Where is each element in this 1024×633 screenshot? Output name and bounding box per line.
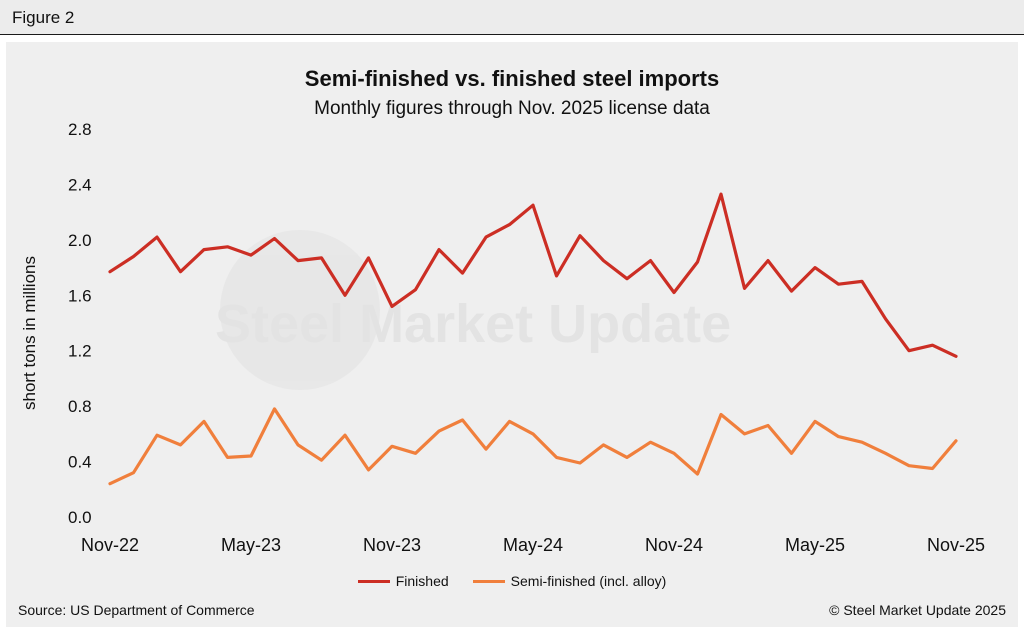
legend-item-semi-finished: Semi-finished (incl. alloy): [472, 573, 667, 589]
plot-area: [108, 192, 958, 486]
y-axis-label: short tons in millions: [20, 255, 39, 411]
y-tick-label: 2.0: [68, 231, 92, 250]
y-axis: 0.0 0.4 0.8 1.2 1.6 2.0 2.4 2.8: [68, 120, 92, 527]
y-tick-label: 1.6: [68, 286, 92, 305]
series-line-finished: [108, 192, 958, 358]
chart-subtitle: Monthly figures through Nov. 2025 licens…: [314, 98, 710, 119]
x-tick-label: Nov-22: [81, 535, 139, 555]
legend-swatch-semi-finished: [472, 579, 505, 583]
copyright-note: © Steel Market Update 2025: [829, 602, 1006, 618]
legend-label-finished: Finished: [395, 573, 449, 589]
y-tick-label: 2.8: [68, 120, 92, 139]
watermark: Steel Market Update: [215, 230, 731, 390]
y-tick-label: 2.4: [68, 175, 92, 194]
chart-title: Semi-finished vs. finished steel imports: [304, 66, 720, 91]
chart-panel: [6, 42, 1018, 627]
legend-item-finished: Finished: [357, 573, 449, 589]
x-axis: Nov-22 May-23 Nov-23 May-24 Nov-24 May-25 Nov-…: [81, 535, 985, 555]
legend: Finished Semi-finished (incl. alloy): [0, 573, 1024, 589]
x-tick-label: May-25: [785, 535, 845, 555]
legend-swatch-finished: [357, 579, 390, 583]
y-tick-label: 1.2: [68, 342, 92, 361]
series-line-semi-finished: [108, 407, 958, 486]
source-note: Source: US Department of Commerce: [18, 602, 255, 618]
x-tick-label: May-23: [221, 535, 281, 555]
y-tick-label: 0.4: [68, 453, 92, 472]
x-tick-label: Nov-25: [927, 535, 985, 555]
legend-label-semi-finished: Semi-finished (incl. alloy): [510, 573, 667, 589]
watermark-text: Steel Market Update: [215, 294, 731, 354]
figure-label: Figure 2: [12, 8, 75, 27]
y-tick-label: 0.8: [68, 397, 92, 416]
figure-header: Figure 2: [0, 0, 1024, 35]
x-tick-label: Nov-24: [645, 535, 703, 555]
y-tick-label: 0.0: [68, 508, 92, 527]
x-tick-label: May-24: [503, 535, 563, 555]
x-tick-label: Nov-23: [363, 535, 421, 555]
